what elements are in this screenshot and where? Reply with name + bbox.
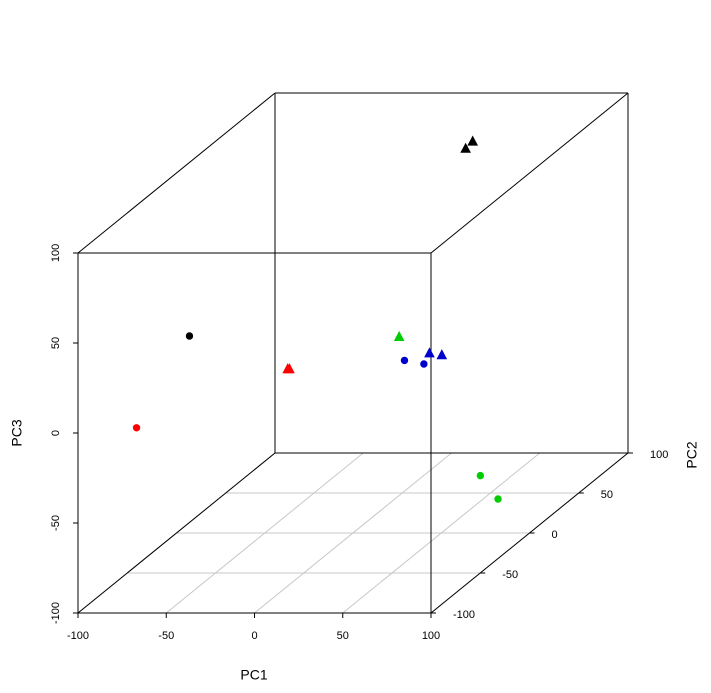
point [436,349,448,360]
point [424,347,435,358]
y-tick-label: -50 [502,569,518,581]
x-tick-label: -100 [67,630,89,642]
point [400,356,409,365]
y-axis-label: PC2 [684,441,700,468]
box-edge [430,92,629,254]
grid-line [342,452,541,614]
x-tick-label: 0 [251,630,257,642]
point [393,330,405,341]
z-tick-label: -50 [50,515,62,531]
point [185,332,194,340]
y-tick-label: 100 [650,449,668,461]
x-tick-label: -50 [158,630,174,642]
z-tick-label: -100 [50,602,62,624]
point [284,363,295,374]
x-tick-label: 100 [422,630,440,642]
box-edge [77,452,276,614]
box-edge [77,92,276,254]
z-axis-label: PC3 [9,419,25,446]
grid-line [165,452,364,614]
point [132,424,141,432]
y-tick-label: 50 [601,489,613,501]
y-tick-label: -100 [453,609,475,621]
point [476,471,485,480]
point [420,360,428,368]
z-tick-label: 0 [50,430,62,436]
x-axis-label: PC1 [240,667,267,683]
grid-line [254,452,452,614]
point [460,142,471,153]
z-tick-label: 50 [50,337,62,349]
point [494,495,502,503]
y-tick-label: 0 [552,529,558,541]
z-tick-label: 100 [50,244,62,262]
point [467,135,479,146]
x-tick-label: 50 [337,630,349,642]
